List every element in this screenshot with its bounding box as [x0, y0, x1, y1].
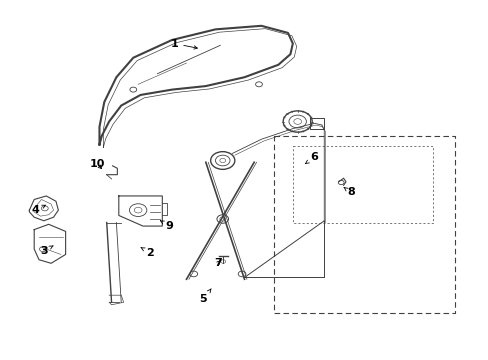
- Text: 6: 6: [305, 152, 318, 164]
- Text: 2: 2: [141, 248, 154, 258]
- Text: 10: 10: [89, 159, 104, 169]
- Text: 3: 3: [40, 246, 53, 256]
- Text: 8: 8: [344, 188, 354, 197]
- Text: 4: 4: [32, 205, 45, 215]
- Text: 1: 1: [170, 39, 197, 49]
- Text: 9: 9: [160, 221, 173, 231]
- Text: 7: 7: [214, 258, 222, 268]
- Text: 5: 5: [199, 289, 211, 304]
